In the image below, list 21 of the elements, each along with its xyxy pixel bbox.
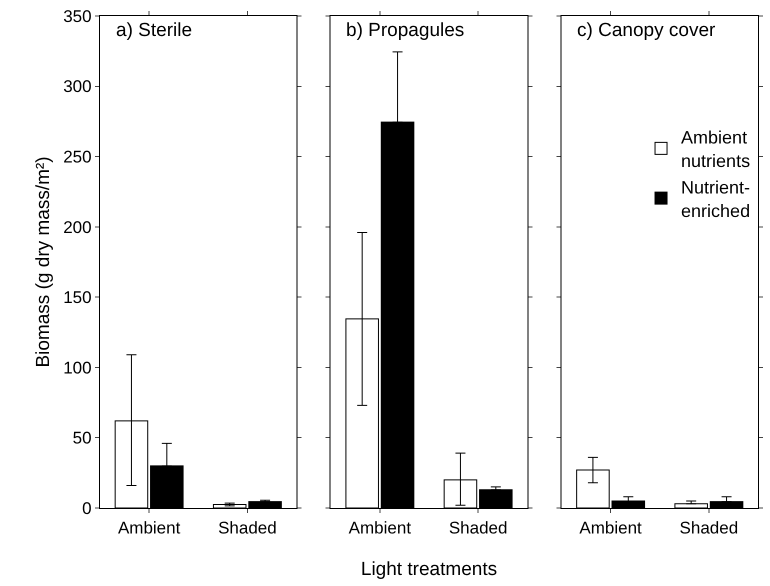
x-axis-title: Light treatments	[360, 559, 498, 580]
x-tick-label: Ambient	[579, 518, 642, 538]
y-tick-label: 150	[63, 288, 92, 308]
x-tick-label: Shaded	[218, 518, 277, 538]
chart-title: a) Sterile	[116, 20, 192, 41]
x-tick-label: Shaded	[680, 518, 738, 538]
x-tick-label: Shaded	[448, 518, 508, 538]
legend-label: Ambient nutrients	[681, 128, 750, 172]
y-tick-label: 50	[72, 428, 92, 448]
y-tick-label: 300	[63, 77, 92, 96]
x-tick-label: Ambient	[118, 518, 181, 538]
y-tick-label: 0	[82, 498, 92, 518]
chart-title: c) Canopy cover	[577, 20, 716, 41]
x-tick-label: Ambient	[348, 518, 412, 538]
y-axis-title: Biomass (g dry mass/m²)	[33, 156, 54, 368]
legend-label: Nutrient-enriched	[681, 177, 750, 221]
y-tick-label: 250	[63, 148, 92, 167]
chart-title: b) Propagules	[346, 20, 464, 41]
y-tick-label: 350	[63, 6, 92, 26]
y-tick-label: 100	[63, 358, 92, 378]
y-tick-label: 200	[63, 218, 92, 237]
